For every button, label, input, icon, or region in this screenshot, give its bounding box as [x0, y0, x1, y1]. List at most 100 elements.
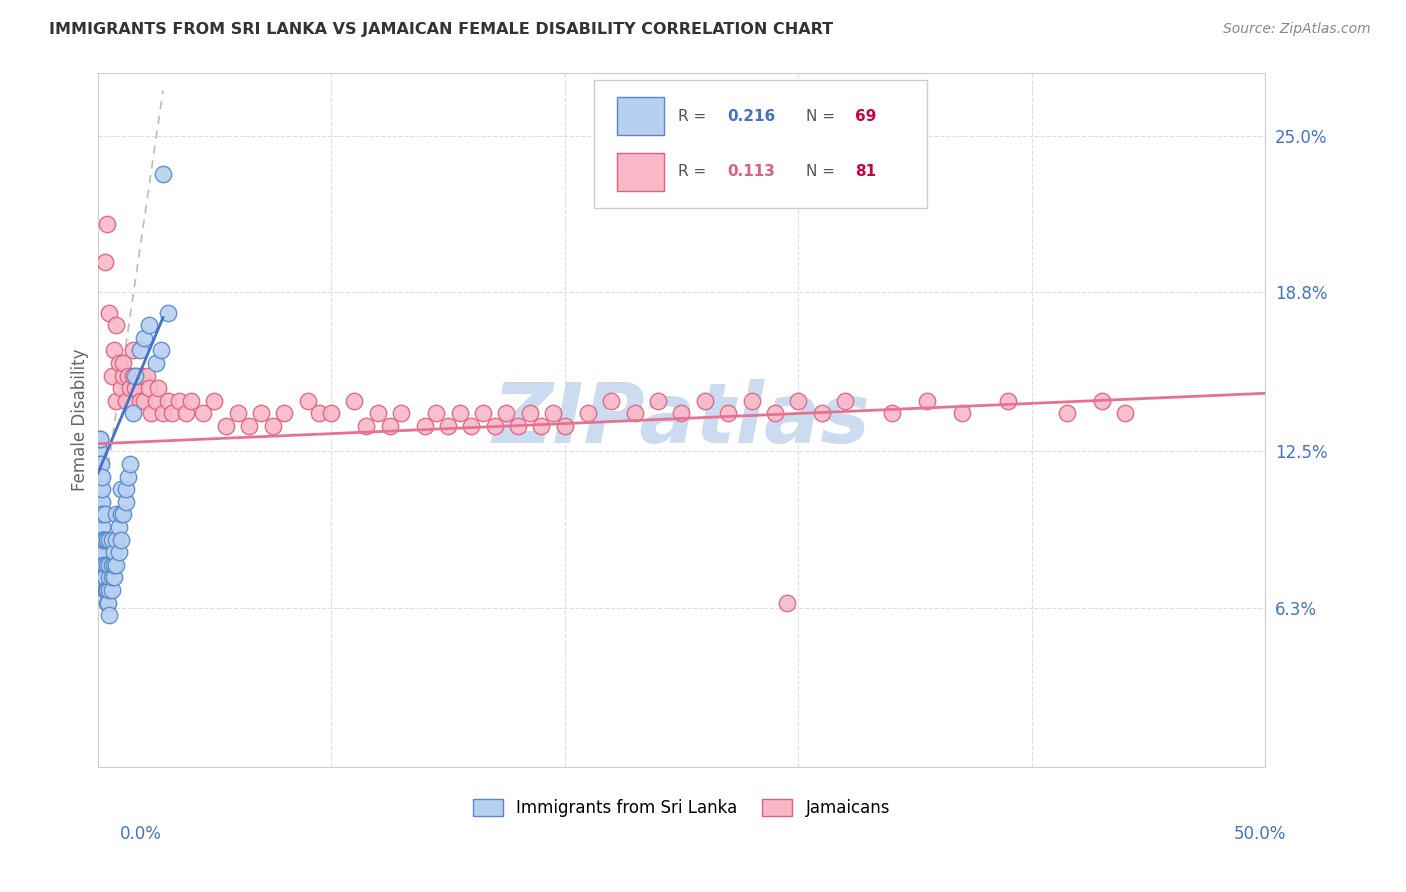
Text: R =: R = [678, 109, 711, 124]
Point [834, 393, 856, 408]
Point [717, 407, 740, 421]
Point [98, 608, 121, 623]
Point [1056, 407, 1078, 421]
Point [105, 393, 128, 408]
Point [93, 570, 115, 584]
Point [94, 570, 117, 584]
Text: 50.0%: 50.0% [1234, 825, 1286, 843]
Point [226, 407, 249, 421]
Point [437, 419, 460, 434]
Point [90, 494, 112, 508]
Point [134, 331, 156, 345]
Point [449, 407, 471, 421]
Point [90, 508, 112, 522]
Point [89, 432, 111, 446]
Point [149, 343, 172, 358]
Point [89, 432, 111, 446]
Point [91, 545, 114, 559]
Point [93, 508, 115, 522]
Point [105, 558, 128, 572]
Point [215, 419, 238, 434]
Text: R =: R = [678, 164, 711, 179]
Point [135, 368, 157, 383]
Point [131, 368, 153, 383]
Point [114, 494, 136, 508]
Point [623, 407, 645, 421]
Point [138, 381, 160, 395]
Point [100, 570, 122, 584]
Point [103, 570, 125, 584]
Text: IMMIGRANTS FROM SRI LANKA VS JAMAICAN FEMALE DISABILITY CORRELATION CHART: IMMIGRANTS FROM SRI LANKA VS JAMAICAN FE… [49, 22, 834, 37]
Point [460, 419, 482, 434]
Point [90, 508, 112, 522]
Point [98, 558, 121, 572]
Point [96, 582, 118, 597]
Point [91, 533, 114, 547]
Point [600, 393, 623, 408]
Point [107, 545, 129, 559]
Point [89, 469, 111, 483]
Point [141, 407, 163, 421]
Point [112, 356, 135, 370]
Point [647, 393, 669, 408]
Point [96, 533, 118, 547]
Point [110, 482, 132, 496]
Point [96, 596, 118, 610]
Point [121, 368, 143, 383]
Point [114, 393, 136, 408]
Point [810, 407, 832, 421]
Point [91, 533, 114, 547]
Point [148, 381, 170, 395]
Point [693, 393, 716, 408]
Point [90, 457, 112, 471]
Point [880, 407, 903, 421]
Point [93, 255, 115, 269]
Point [250, 407, 273, 421]
FancyBboxPatch shape [617, 97, 664, 136]
Point [152, 407, 174, 421]
Text: 0.216: 0.216 [727, 109, 775, 124]
Point [321, 407, 343, 421]
Point [138, 318, 160, 333]
Point [91, 469, 114, 483]
Point [367, 407, 389, 421]
Point [124, 368, 146, 383]
Point [98, 305, 121, 319]
Point [541, 407, 564, 421]
Text: N =: N = [807, 164, 841, 179]
Point [90, 469, 112, 483]
Text: N =: N = [807, 109, 841, 124]
Point [98, 582, 121, 597]
Point [110, 381, 132, 395]
Point [97, 596, 120, 610]
Point [103, 558, 125, 572]
Point [915, 393, 938, 408]
Point [96, 558, 118, 572]
Point [152, 167, 174, 181]
Point [100, 558, 122, 572]
Point [91, 545, 114, 559]
Point [110, 533, 132, 547]
Text: ZIPatlas: ZIPatlas [492, 379, 870, 460]
Point [471, 407, 494, 421]
Point [120, 457, 142, 471]
Point [741, 393, 763, 408]
Point [202, 393, 225, 408]
Point [105, 533, 128, 547]
Point [100, 533, 122, 547]
Point [128, 343, 150, 358]
Point [775, 596, 797, 610]
Point [100, 368, 122, 383]
Point [169, 393, 191, 408]
Point [997, 393, 1019, 408]
Point [950, 407, 973, 421]
Point [134, 393, 156, 408]
FancyBboxPatch shape [593, 80, 927, 208]
FancyBboxPatch shape [617, 153, 664, 191]
Point [162, 407, 184, 421]
Point [425, 407, 447, 421]
Point [93, 558, 115, 572]
Point [98, 570, 121, 584]
Point [112, 368, 135, 383]
Point [484, 419, 506, 434]
